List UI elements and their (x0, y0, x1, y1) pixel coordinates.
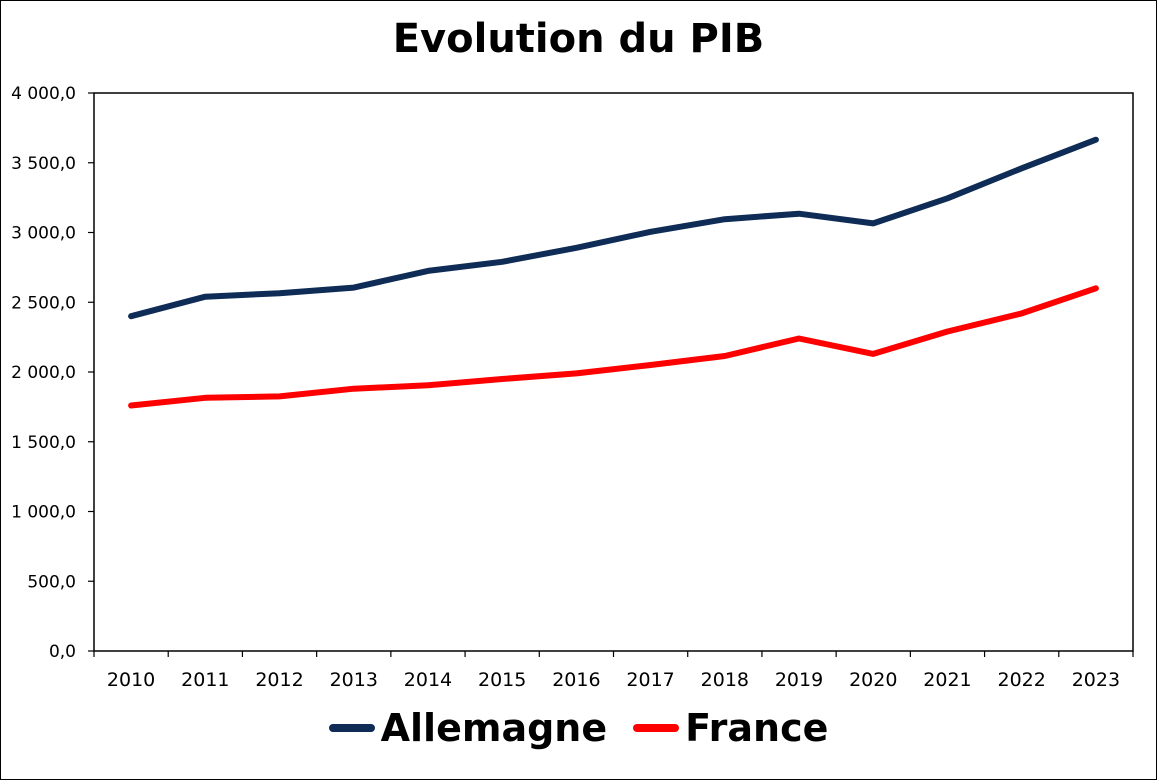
legend: Allemagne France (0, 706, 1157, 750)
y-tick-label: 3 500,0 (11, 154, 76, 174)
chart-title: Evolution du PIB (392, 16, 765, 62)
series-line-allemagne (128, 136, 1099, 320)
legend-label-allemagne: Allemagne (380, 706, 608, 750)
series-line-france (128, 285, 1099, 409)
x-tick-label: 2011 (181, 669, 229, 691)
x-tick-label: 2010 (107, 669, 155, 691)
y-tick-label: 0,0 (49, 642, 76, 662)
legend-swatch-allemagne (328, 724, 375, 732)
y-tick-label: 1 500,0 (11, 433, 76, 453)
x-tick-label: 2017 (626, 669, 674, 691)
y-tick-label: 3 000,0 (11, 224, 76, 244)
y-tick-label: 2 000,0 (11, 363, 76, 383)
x-tick-label: 2013 (330, 669, 378, 691)
x-tick-label: 2018 (701, 669, 749, 691)
x-tick-label: 2015 (478, 669, 526, 691)
y-tick-label: 4 000,0 (11, 84, 76, 104)
legend-swatch-france (633, 724, 680, 732)
y-tick-label: 2 500,0 (11, 293, 76, 313)
x-tick-label: 2022 (997, 669, 1045, 691)
x-tick-label: 2012 (255, 669, 303, 691)
x-tick-label: 2021 (923, 669, 971, 691)
legend-item-france: France (633, 706, 828, 750)
y-tick-label: 1 000,0 (11, 503, 76, 523)
legend-item-allemagne: Allemagne (328, 706, 608, 750)
x-tick-label: 2014 (404, 669, 452, 691)
y-tick-label: 500,0 (27, 572, 76, 592)
x-tick-label: 2016 (552, 669, 600, 691)
x-tick-label: 2023 (1072, 669, 1120, 691)
legend-label-france: France (685, 706, 829, 750)
x-tick-label: 2019 (775, 669, 823, 691)
x-tick-label: 2020 (849, 669, 897, 691)
